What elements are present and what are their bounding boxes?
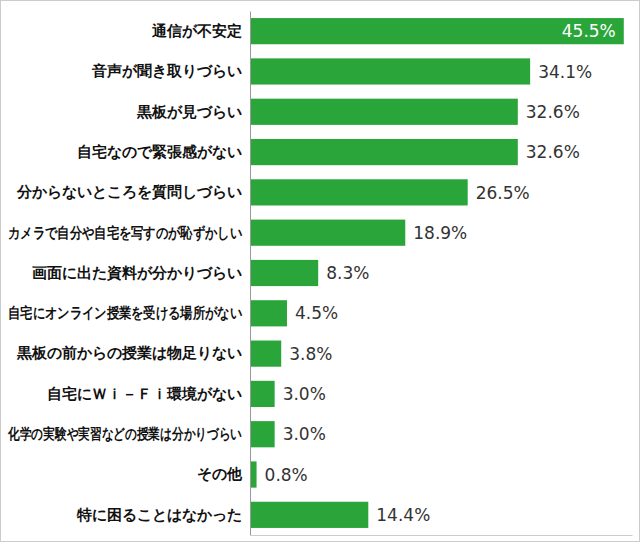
tick-label: 音声が聞き取りづらい [91, 62, 242, 79]
tick: 自宅にＷｉ－Ｆｉ環境がない [47, 385, 250, 402]
data-label: 14.4% [376, 505, 430, 525]
tick: 自宅にオンライン授業を受ける場所がない [8, 304, 250, 322]
chart: 通信が不安定音声が聞き取りづらい黒板が見づらい自宅なので緊張感がない分からないと… [0, 0, 640, 542]
tick: 通信が不安定 [151, 22, 250, 39]
tick: 特に困ることはなかった [76, 506, 250, 523]
data-label: 26.5% [476, 183, 530, 203]
tick: その他 [197, 465, 250, 482]
tick-label: カメラで自分や自宅を写すのが恥ずかしい [8, 223, 242, 241]
tick-label: 分からないところを質問しづらい [16, 183, 242, 201]
tick: 画面に出た資料が分かりづらい [32, 264, 250, 282]
data-labels: 45.5% 34.1% 32.6% 32.6% 26.5% 18.9% 8.3% 4.5% 3.… [265, 21, 616, 525]
x-axis [251, 535, 633, 536]
tick: 分からないところを質問しづらい [16, 183, 250, 201]
tick: 黒板の前からの授業は物足りない [16, 344, 250, 361]
data-label: 0.8% [265, 465, 308, 485]
bar [250, 179, 468, 205]
bar [250, 502, 368, 528]
tick-label: 自宅なので緊張感がない [77, 143, 242, 160]
bar [250, 341, 281, 367]
tick-label: 通信が不安定 [151, 22, 242, 39]
data-label: 3.0% [283, 384, 326, 404]
axis-line [251, 535, 633, 536]
bar [250, 381, 275, 407]
data-label: 18.9% [413, 223, 467, 243]
tick-label: 特に困ることはなかった [76, 506, 242, 523]
y-axis: 通信が不安定音声が聞き取りづらい黒板が見づらい自宅なので緊張感がない分からないと… [7, 12, 250, 536]
bar [250, 300, 287, 326]
bar [250, 58, 530, 84]
data-label: 3.0% [283, 424, 326, 444]
data-label: 8.3% [326, 263, 369, 283]
data-label: 32.6% [526, 102, 580, 122]
bar [250, 421, 275, 447]
bar [250, 220, 405, 246]
tick-label: 黒板の前からの授業は物足りない [16, 344, 242, 361]
tick: 自宅なので緊張感がない [77, 143, 250, 160]
tick-label: その他 [197, 465, 243, 482]
tick: 音声が聞き取りづらい [91, 62, 250, 79]
bar [250, 99, 518, 125]
data-label: 32.6% [526, 142, 580, 162]
bar [250, 139, 518, 165]
tick: カメラで自分や自宅を写すのが恥ずかしい [8, 223, 250, 241]
data-label: 45.5% [562, 21, 616, 41]
bars [250, 18, 624, 528]
tick: 化学の実験や実習などの授業は分かりづらい [7, 425, 250, 442]
tick-label: 黒板が見づらい [136, 103, 242, 120]
data-label: 4.5% [295, 303, 338, 323]
background [1, 1, 640, 542]
tick-label: 自宅にオンライン授業を受ける場所がない [8, 304, 242, 322]
tick-label: 化学の実験や実習などの授業は分かりづらい [7, 425, 242, 442]
tick-label: 自宅にＷｉ－Ｆｉ環境がない [47, 385, 242, 402]
tick-label: 画面に出た資料が分かりづらい [32, 264, 242, 282]
axis-line [250, 12, 251, 536]
tick: 黒板が見づらい [136, 103, 250, 120]
data-label: 3.8% [289, 344, 332, 364]
data-label: 34.1% [538, 62, 592, 82]
bar [250, 18, 624, 44]
bar [250, 260, 318, 286]
plot: 通信が不安定音声が聞き取りづらい黒板が見づらい自宅なので緊張感がない分からないと… [7, 12, 632, 536]
